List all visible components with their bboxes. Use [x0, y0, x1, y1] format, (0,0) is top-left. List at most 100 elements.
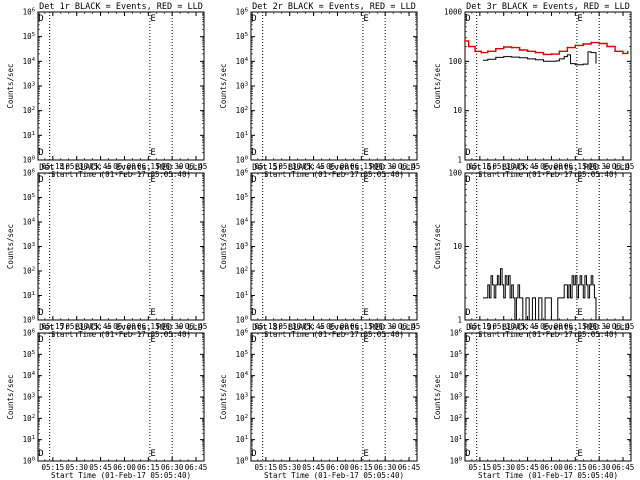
plot-frame: [37, 332, 205, 462]
y-tick-label: 100: [236, 316, 248, 325]
y-axis-label: Counts/sec: [433, 374, 442, 419]
x-tick-label: 06:30: [374, 463, 397, 472]
y-tick-label: 1: [457, 316, 462, 325]
detector-panel-5: Det 5r BLACK = Events, RED = LLD 100 101 10…: [219, 163, 420, 339]
marker-d-top: D: [465, 14, 470, 24]
x-tick-label: 05:15: [42, 322, 65, 331]
y-tick-label: 106: [23, 329, 35, 338]
lld-rate-point: [550, 53, 553, 56]
y-tick-label: 104: [236, 371, 249, 380]
marker-e-top: E: [363, 14, 368, 24]
detector-panel-4: Det 4r BLACK = Events, RED = LLD 100 101 10…: [6, 163, 207, 339]
x-tick-label: 06:15: [350, 463, 373, 472]
marker-d-top: D: [251, 335, 256, 345]
marker-d-top: D: [465, 175, 470, 185]
x-tick-label: 06:30: [161, 322, 184, 331]
y-tick-label: 101: [450, 435, 462, 444]
plot-frame: [250, 11, 418, 161]
y-axis-label: Counts/sec: [433, 63, 442, 108]
detector-panel-1: Det 1r BLACK = Events, RED = LLD 100 101 10…: [6, 2, 207, 179]
lld-rate-point: [542, 53, 545, 56]
event-rate-line: [483, 268, 597, 321]
marker-d-top: D: [251, 14, 256, 24]
x-tick-label: 05:45: [89, 463, 112, 472]
y-tick-label: 103: [23, 82, 35, 91]
x-tick-label: 05:15: [255, 162, 278, 171]
y-tick-label: 102: [236, 414, 248, 423]
y-tick-label: 100: [236, 457, 248, 466]
x-tick-label: 06:15: [350, 162, 373, 171]
lld-rate-point: [480, 51, 483, 54]
event-rate-line: [483, 51, 597, 66]
lld-rate-point: [518, 49, 521, 51]
x-tick-label: 06:30: [374, 162, 397, 171]
lld-rate-point: [566, 46, 569, 49]
x-tick-label: 05:45: [89, 162, 112, 171]
y-tick-label: 104: [23, 218, 36, 227]
x-tick-label: 05:15: [255, 322, 278, 331]
detector-panel-8: Det 8r BLACK = Events, RED = LLD 100 101 10…: [219, 323, 420, 480]
x-tick-label: 06:00: [113, 162, 136, 171]
y-tick-label: 105: [236, 193, 248, 202]
y-tick-label: 103: [23, 242, 35, 251]
marker-d-bottom: D: [465, 148, 470, 158]
lld-rate-point: [622, 52, 624, 55]
y-tick-label: 100: [448, 169, 462, 178]
x-tick-label: 06:00: [113, 463, 136, 472]
marker-e-top: E: [577, 335, 582, 345]
detector-panel-3: Det 3r BLACK = Events, RED = LLD 1 10 100 10…: [433, 2, 634, 179]
x-tick-label: 06:00: [540, 162, 563, 171]
x-tick-label: 06:45: [185, 162, 208, 171]
marker-d-bottom: D: [38, 308, 43, 318]
lld-rate-point: [486, 50, 489, 53]
y-tick-label: 105: [236, 32, 248, 41]
x-tick-label: 06:45: [398, 322, 421, 331]
panel-title: Det 5r BLACK = Events, RED = LLD: [252, 163, 416, 173]
lld-rate-point: [590, 41, 593, 44]
x-tick-label: 06:00: [326, 162, 349, 171]
y-tick-label: 105: [23, 193, 35, 202]
y-tick-label: 105: [23, 350, 35, 359]
y-tick-label: 106: [236, 329, 248, 338]
x-axis-label: Start Time (01-Feb-17 05:05:40): [51, 330, 191, 339]
marker-d-bottom: D: [465, 449, 470, 459]
lld-rate-point: [606, 45, 609, 48]
y-tick-label: 104: [236, 57, 249, 66]
x-tick-label: 05:45: [302, 463, 325, 472]
x-tick-label: 05:30: [65, 162, 88, 171]
lld-rate-point: [614, 50, 616, 53]
y-tick-label: 106: [450, 329, 462, 338]
x-tick-label: 05:30: [65, 463, 88, 472]
marker-e-top: E: [150, 14, 155, 24]
marker-e-bottom: E: [577, 308, 582, 318]
y-axis-label: Counts/sec: [219, 63, 228, 108]
y-tick-label: 102: [23, 414, 35, 423]
y-tick-label: 103: [450, 393, 462, 402]
marker-d-bottom: D: [251, 148, 256, 158]
x-tick-label: 05:45: [302, 162, 325, 171]
y-tick-label: 100: [236, 156, 248, 165]
marker-d-bottom: D: [251, 449, 256, 459]
x-tick-label: 05:15: [42, 463, 65, 472]
x-tick-label: 06:45: [185, 463, 208, 472]
x-tick-label: 05:45: [516, 162, 539, 171]
x-tick-label: 06:30: [588, 322, 611, 331]
detector-panel-9: Det 9r BLACK = Events, RED = LLD 100 101 10…: [433, 323, 634, 480]
marker-d-top: D: [38, 335, 43, 345]
plot-frame: [37, 172, 205, 321]
x-tick-label: 06:45: [612, 463, 635, 472]
x-tick-label: 05:45: [89, 322, 112, 331]
x-tick-label: 06:45: [612, 322, 635, 331]
x-tick-label: 05:15: [255, 463, 278, 472]
lld-rate-point: [582, 43, 585, 45]
plot-frame: [250, 172, 418, 321]
x-tick-label: 05:30: [65, 322, 88, 331]
y-tick-label: 100: [23, 316, 35, 325]
x-tick-label: 05:30: [492, 322, 515, 331]
y-tick-label: 101: [23, 291, 35, 300]
y-tick-label: 101: [23, 435, 35, 444]
plot-frame: [37, 11, 205, 161]
marker-d-bottom: D: [251, 308, 256, 318]
panel-title: Det 9r BLACK = Events, RED = LLD: [466, 323, 630, 333]
y-tick-label: 101: [236, 131, 248, 140]
